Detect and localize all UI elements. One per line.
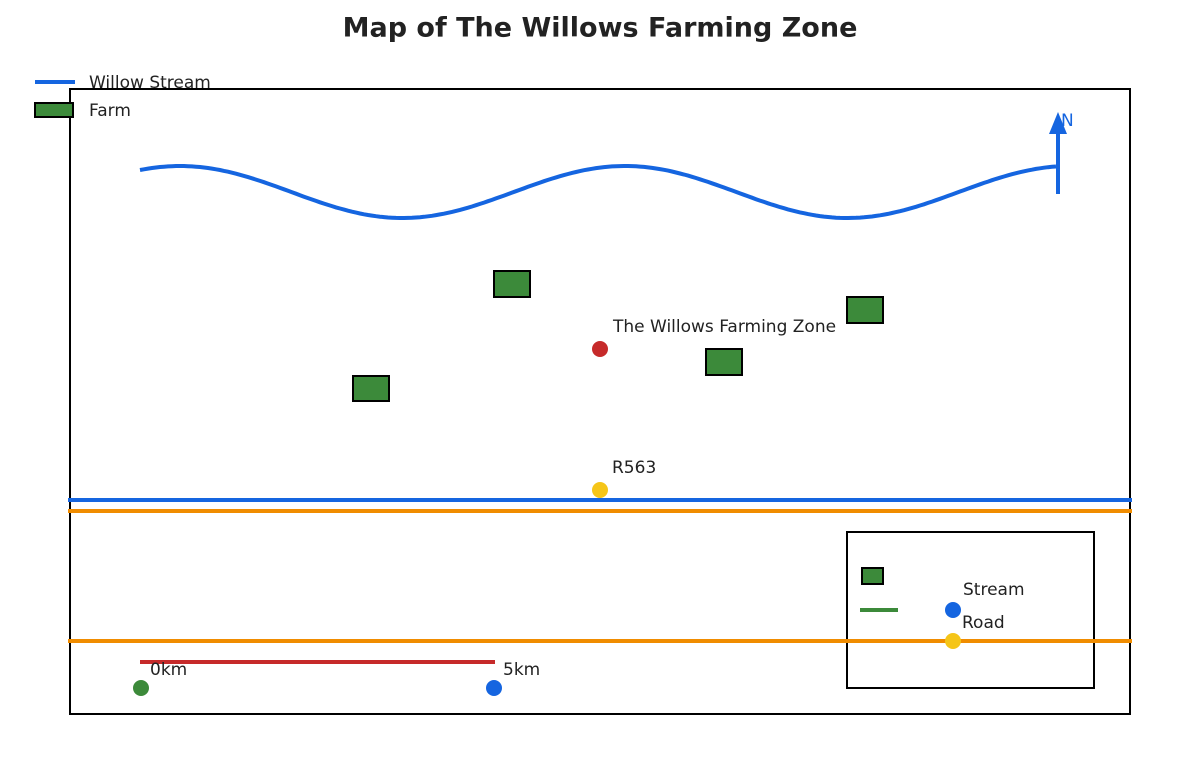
scale-start-label: 0km	[150, 660, 187, 680]
farm	[352, 375, 390, 402]
zone-label: The Willows Farming Zone	[612, 317, 836, 337]
legend-stream-label: Willow Stream	[89, 73, 211, 93]
willow-stream	[139, 164, 1057, 220]
inset-stream-marker	[945, 602, 961, 618]
road-marker	[592, 482, 608, 498]
inset-box	[846, 531, 1095, 689]
inset-road-marker	[945, 633, 961, 649]
farm	[705, 348, 743, 376]
north-arrow-head	[1049, 112, 1067, 134]
road-label: R563	[612, 458, 656, 478]
scale-start-marker	[133, 680, 149, 696]
farm	[493, 270, 531, 298]
zone-marker	[592, 341, 608, 357]
legend-farm-label: Farm	[89, 101, 131, 121]
farm	[846, 296, 884, 324]
map-frame	[69, 88, 1131, 715]
inset-road-label: Road	[962, 613, 1005, 633]
inset-stream-label: Stream	[963, 580, 1025, 600]
title: Map of The Willows Farming Zone	[343, 13, 858, 44]
inset-farm	[861, 567, 884, 585]
north-label: N	[1061, 111, 1074, 131]
scale-end-marker	[486, 680, 502, 696]
legend-farm-swatch	[34, 102, 74, 118]
scale-end-label: 5km	[503, 660, 540, 680]
